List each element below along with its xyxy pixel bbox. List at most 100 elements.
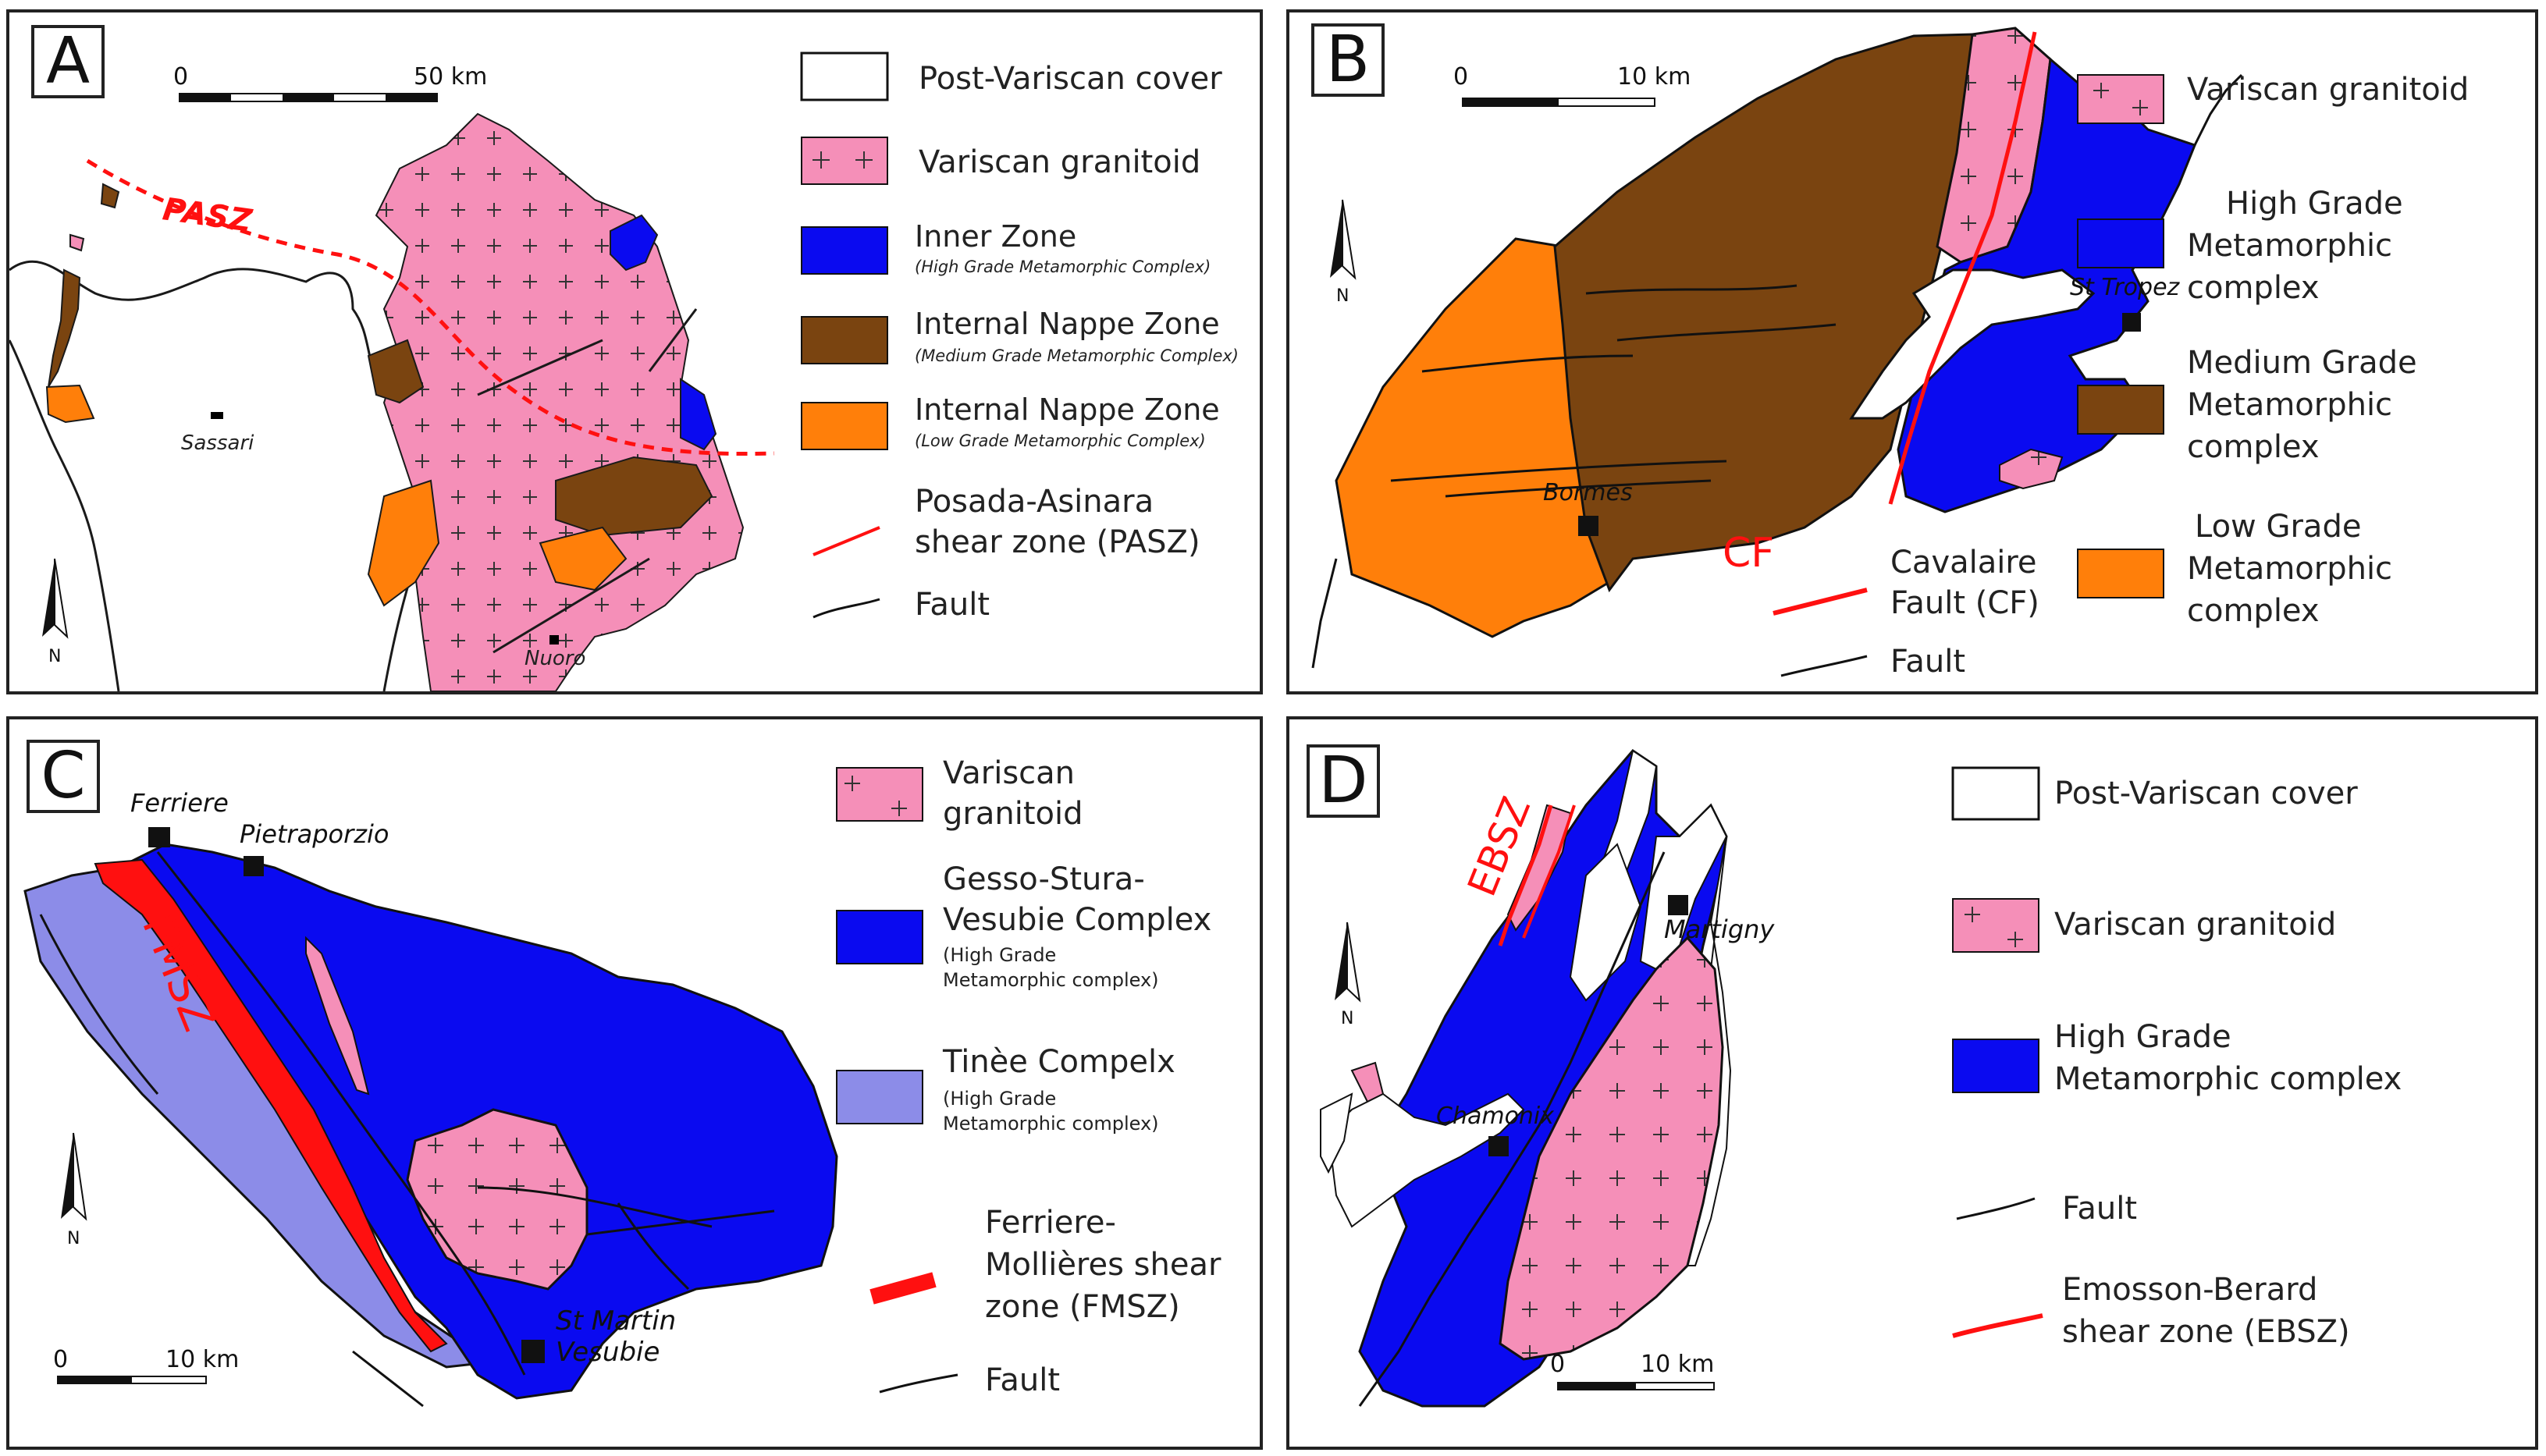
martigny-label: Martigny <box>1664 914 1775 944</box>
st-martin-marker <box>521 1340 545 1363</box>
panel-letter: C <box>41 739 85 813</box>
legend-high-3: complex <box>2187 270 2320 306</box>
granitoid-sliver <box>305 936 370 1096</box>
legend-nappe-med-sub: (Medium Grade Metamorphic Complex) <box>915 346 1239 365</box>
legend-gsv-2: Vesubie Complex <box>943 902 1211 938</box>
legend-tinee-1: Tinèe Compelx <box>942 1044 1175 1080</box>
swatch-gsv <box>836 910 923 964</box>
legend-low-1: Low Grade <box>2195 509 2361 545</box>
medium-grade-area <box>1553 33 1974 593</box>
legend-nappe-med-title: Internal Nappe Zone <box>915 307 1220 341</box>
swatch-granitoid <box>836 767 923 822</box>
north-label: N <box>1341 1009 1353 1028</box>
panel-b-svg: St Tropez Bormes CF B 0 10 km N Variscan… <box>1311 23 2469 680</box>
panel-a-svg: PASZ Sassari Nuoro A 0 50 km N Post-Vari… <box>8 24 1239 692</box>
legend-nappe-low-title: Internal Nappe Zone <box>915 392 1220 427</box>
panel-letter-box <box>1307 744 1380 818</box>
swatch-cover <box>800 51 889 101</box>
legend-cf-2: Fault (CF) <box>1890 585 2039 621</box>
granitoid-body <box>406 1108 588 1291</box>
granitoid-body <box>1499 936 1724 1361</box>
legend-nappe-low-sub: (Low Grade Metamorphic Complex) <box>915 431 1206 450</box>
north-arrow-icon: N <box>1330 199 1357 306</box>
st-martin-label-2: Vesubie <box>556 1337 660 1368</box>
scale-zero: 0 <box>1453 63 1468 91</box>
chamonix-marker <box>1488 1136 1509 1156</box>
legend-gsv-sub2: Metamorphic complex) <box>943 969 1159 991</box>
north-label: N <box>48 647 61 666</box>
swatch-cover <box>1951 766 2040 821</box>
panel-d: Martigny Chamonix EBSZ D N 0 10 km Post-… <box>1286 716 2538 1450</box>
legend: Post-Variscan cover Variscan granitoid H… <box>1951 766 2402 1350</box>
nappe-low-central <box>539 526 628 591</box>
scale-bar: 0 50 km <box>173 63 487 102</box>
legend-high-2: Metamorphic <box>2187 228 2392 264</box>
swatch-shear <box>813 526 880 556</box>
legend-inner-sub: (High Grade Metamorphic Complex) <box>915 257 1211 276</box>
scale-zero: 0 <box>53 1346 68 1373</box>
swatch-low <box>2077 549 2164 598</box>
legend-tinee-sub2: Metamorphic complex) <box>943 1113 1159 1135</box>
swatch-tinee <box>836 1070 923 1124</box>
fault-line <box>477 308 698 654</box>
scale-bar: 0 10 km <box>1550 1351 1715 1390</box>
swatch-granitoid <box>1952 898 2039 953</box>
legend-fault: Fault <box>985 1362 1060 1398</box>
legend-fault: Fault <box>1890 644 1965 680</box>
pasz-line <box>86 158 775 456</box>
legend-low-3: complex <box>2187 593 2320 629</box>
panel-c-svg: Ferriere Pietraporzio FMSZ St Martin Ves… <box>23 739 1221 1408</box>
legend-med-1: Medium Grade <box>2187 345 2417 381</box>
legend-fmsz-1: Ferriere- <box>985 1205 1116 1241</box>
bormes-label: Bormes <box>1543 479 1633 506</box>
sassari-marker <box>211 412 223 419</box>
swatch-high <box>2077 218 2164 268</box>
west-brown <box>48 268 81 388</box>
scale-end: 10 km <box>1617 63 1691 91</box>
legend-cover: Post-Variscan cover <box>2054 776 2358 811</box>
legend-fmsz-3: zone (FMSZ) <box>985 1289 1180 1325</box>
scale-bar: 0 10 km <box>1453 63 1691 107</box>
cover-west-strip <box>1320 1092 1353 1174</box>
west-coast <box>8 339 120 692</box>
swatch-nappe-low <box>801 402 888 450</box>
swatch-granitoid-cross <box>845 776 907 816</box>
coastline-south <box>1311 558 1338 669</box>
panel-a: PASZ Sassari Nuoro A 0 50 km N Post-Vari… <box>6 9 1263 694</box>
legend: Variscan granitoid Gesso-Stura- Vesubie … <box>836 755 1221 1398</box>
inner-zone-east <box>680 378 717 451</box>
coastline-east <box>2193 73 2243 146</box>
nuoro-marker <box>549 635 559 645</box>
legend-cover: Post-Variscan cover <box>919 61 1222 97</box>
fault-lines <box>1358 851 1666 1407</box>
legend-fmsz-2: Mollières shear <box>985 1247 1221 1283</box>
legend: Post-Variscan cover Variscan granitoid I… <box>800 51 1239 623</box>
scale-zero: 0 <box>173 63 188 91</box>
legend-fault: Fault <box>2062 1191 2137 1227</box>
swatch-granitoid <box>2077 74 2164 124</box>
legend-high-1: High Grade <box>2054 1019 2231 1055</box>
north-arrow-icon: N <box>1335 922 1361 1028</box>
nuoro-label: Nuoro <box>524 647 585 670</box>
panel-letter: B <box>1326 23 1370 97</box>
legend-granitoid: Variscan granitoid <box>2054 907 2336 943</box>
pasz-label: PASZ <box>161 191 255 240</box>
ferriere-label: Ferriere <box>130 788 229 818</box>
nappe-medium-central <box>367 339 425 404</box>
legend-gran-2: granitoid <box>943 796 1083 832</box>
north-arrow-icon: N <box>61 1132 87 1248</box>
scale-bar: 0 10 km <box>53 1346 239 1384</box>
pietraporzio-marker <box>244 856 264 876</box>
legend-shear-1: Posada-Asinara <box>915 484 1154 520</box>
panel-letter: D <box>1318 744 1367 818</box>
north-label: N <box>67 1229 80 1248</box>
panel-letter: A <box>46 24 90 98</box>
swatch-inner <box>801 226 888 275</box>
north-arrow-icon: N <box>42 558 69 666</box>
chamonix-label: Chamonix <box>1436 1103 1554 1130</box>
swatch-fault <box>879 1373 958 1394</box>
legend-gsv-1: Gesso-Stura- <box>943 861 1145 897</box>
legend-gsv-sub1: (High Grade <box>943 944 1056 966</box>
north-label: N <box>1336 286 1349 306</box>
legend-med-3: complex <box>2187 429 2320 465</box>
